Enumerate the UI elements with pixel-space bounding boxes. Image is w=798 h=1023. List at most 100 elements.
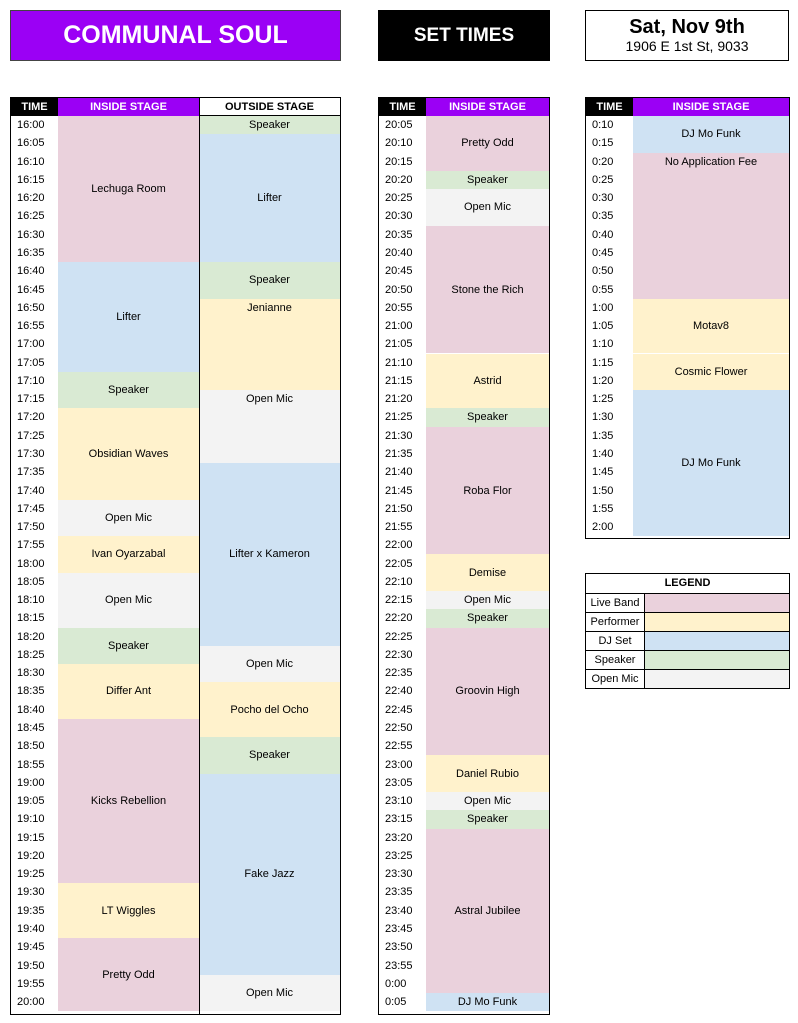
time-slot: 18:30 xyxy=(17,667,45,680)
inside-stage-set: Open Mic xyxy=(58,572,199,628)
time-slot: 18:35 xyxy=(17,685,45,698)
outside-stage-set: Speaker xyxy=(199,116,340,135)
time-slot: 19:35 xyxy=(17,904,45,917)
legend-swatch xyxy=(645,632,789,650)
time-slot: 16:55 xyxy=(17,320,45,333)
inside-stage-set: Differ Ant xyxy=(58,664,199,719)
inside-stage-set: DJ Mo Funk xyxy=(633,390,789,537)
time-slot: 16:25 xyxy=(17,210,45,223)
time-slot: 0:50 xyxy=(592,265,614,278)
time-slot: 20:45 xyxy=(385,265,413,278)
legend-label: Open Mic xyxy=(586,670,645,688)
inside-stage-set: Lechuga Room xyxy=(58,116,199,263)
inside-stage-header: INSIDE STAGE xyxy=(426,98,549,116)
time-slot: 16:30 xyxy=(17,228,45,241)
time-slot: 19:10 xyxy=(17,813,45,826)
time-slot: 18:25 xyxy=(17,648,45,661)
time-column-header: TIME xyxy=(11,98,58,116)
inside-stage-set: Pretty Odd xyxy=(58,938,199,1012)
time-slot: 19:50 xyxy=(17,959,45,972)
legend-row: DJ Set xyxy=(586,632,789,651)
time-slot: 19:25 xyxy=(17,868,45,881)
inside-stage-set: Open Mic xyxy=(426,791,549,811)
outside-stage-set: Open Mic xyxy=(199,974,340,1012)
outside-stage-header: OUTSIDE STAGE xyxy=(199,98,340,116)
inside-stage-set: Pretty Odd xyxy=(426,116,549,171)
time-slot: 20:10 xyxy=(385,137,413,150)
time-slot: 0:20 xyxy=(592,155,614,168)
time-slot: 16:15 xyxy=(17,173,45,186)
time-slot: 23:55 xyxy=(385,959,413,972)
time-slot: 18:00 xyxy=(17,557,45,570)
legend-row: Performer xyxy=(586,613,789,632)
time-slot: 16:35 xyxy=(17,247,45,259)
time-slot: 21:35 xyxy=(385,447,413,460)
schedule-grid-2: TIME INSIDE STAGE 20:05 20:10 20:15 20:20 20:2… xyxy=(378,97,550,1015)
legend-swatch xyxy=(645,651,789,669)
inside-stage-set: Speaker xyxy=(426,609,549,628)
time-slot: 18:45 xyxy=(17,722,45,735)
time-slot: 1:55 xyxy=(592,502,614,515)
time-slot: 17:10 xyxy=(17,374,45,387)
time-slot: 0:30 xyxy=(592,192,614,205)
schedule-grid-1: TIME INSIDE STAGE OUTSIDE STAGE 16:00 16:05 1… xyxy=(10,97,341,1015)
legend-label: DJ Set xyxy=(586,632,645,650)
time-slot: 1:45 xyxy=(592,466,614,479)
inside-stage-set: Speaker xyxy=(58,627,199,665)
outside-stage-set: Speaker xyxy=(199,737,340,774)
time-slot: 19:20 xyxy=(17,849,45,862)
time-slot: 21:40 xyxy=(385,466,413,479)
time-slot: 1:50 xyxy=(592,484,614,497)
outside-stage-set: Open Mic xyxy=(199,645,340,683)
time-slot: 17:50 xyxy=(17,521,45,534)
time-slot: 17:25 xyxy=(17,429,45,442)
time-slot: 21:20 xyxy=(385,393,413,406)
time-slot: 21:30 xyxy=(385,429,413,442)
inside-stage-set: Stone the Rich xyxy=(426,225,549,354)
inside-stage-set: Daniel Rubio xyxy=(426,755,549,792)
time-slot: 19:45 xyxy=(17,941,45,954)
outside-stage-set: Pocho del Ocho xyxy=(199,682,340,738)
time-slot: 16:10 xyxy=(17,155,45,168)
legend-row: Open Mic xyxy=(586,670,789,688)
time-slot: 23:20 xyxy=(385,831,413,844)
legend-rows: Live Band Performer DJ Set Speaker Open Mic xyxy=(586,594,789,688)
event-address: 1906 E 1st St, 9033 xyxy=(625,38,749,54)
set-times-banner: SET TIMES xyxy=(378,10,550,61)
time-slot: 22:30 xyxy=(385,648,413,661)
time-column-header: TIME xyxy=(586,98,633,116)
time-slot: 20:55 xyxy=(385,301,413,314)
time-slot: 0:40 xyxy=(592,228,614,241)
time-slot: 23:45 xyxy=(385,923,413,935)
event-title: COMMUNAL SOUL xyxy=(10,10,341,61)
time-slot: 23:15 xyxy=(385,813,413,826)
time-slot: 23:35 xyxy=(385,886,413,899)
time-slot: 19:05 xyxy=(17,795,45,808)
time-slot: 23:50 xyxy=(385,941,413,954)
date-location-box: Sat, Nov 9th 1906 E 1st St, 9033 xyxy=(585,10,789,61)
outside-stage-set: Jenianne xyxy=(199,298,340,391)
time-slot: 23:05 xyxy=(385,776,413,789)
inside-stage-set: Obsidian Waves xyxy=(58,408,199,500)
time-slot: 16:45 xyxy=(17,283,45,296)
time-slot: 21:05 xyxy=(385,338,413,351)
time-slot: 17:35 xyxy=(17,466,45,479)
inside-stage-set: No Application Fee xyxy=(633,152,789,299)
time-slot: 18:50 xyxy=(17,740,45,753)
stage-divider xyxy=(199,98,200,1014)
time-slot: 1:10 xyxy=(592,338,614,351)
time-slot: 0:25 xyxy=(592,173,614,186)
inside-stage-set: Speaker xyxy=(426,170,549,190)
inside-stage-set: Astral Jubilee xyxy=(426,828,549,993)
time-slot: 16:20 xyxy=(17,192,45,205)
legend-label: Speaker xyxy=(586,651,645,669)
time-slot: 1:05 xyxy=(592,320,614,333)
time-slot: 0:00 xyxy=(385,977,407,990)
time-slot: 1:00 xyxy=(592,301,614,314)
time-slot: 21:25 xyxy=(385,411,413,424)
inside-stage-set: Roba Flor xyxy=(426,426,549,555)
time-slot: 20:25 xyxy=(385,192,413,205)
time-slot: 19:00 xyxy=(17,776,45,789)
legend-title: LEGEND xyxy=(586,574,789,594)
inside-stage-set: Demise xyxy=(426,554,549,591)
